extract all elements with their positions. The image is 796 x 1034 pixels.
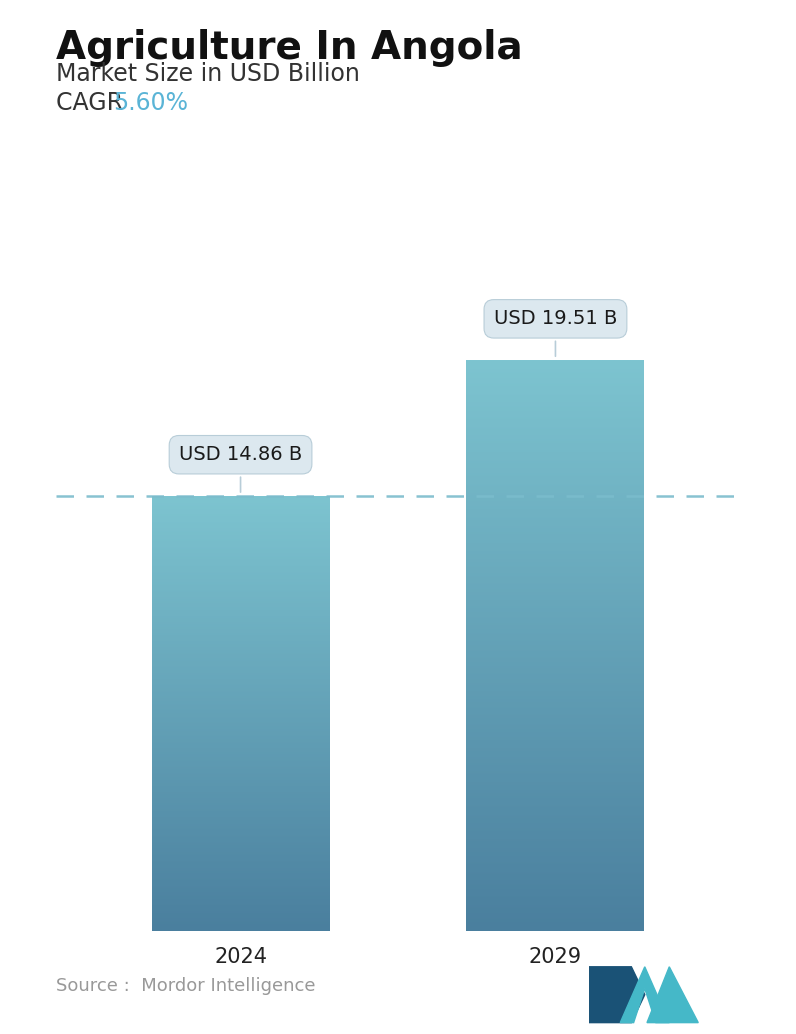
Polygon shape	[620, 967, 669, 1023]
Polygon shape	[647, 967, 698, 1023]
Text: CAGR: CAGR	[56, 91, 131, 115]
Text: 5.60%: 5.60%	[113, 91, 188, 115]
Text: Market Size in USD Billion: Market Size in USD Billion	[56, 62, 360, 86]
Polygon shape	[589, 967, 645, 1023]
Text: USD 19.51 B: USD 19.51 B	[494, 309, 617, 357]
Text: Source :  Mordor Intelligence: Source : Mordor Intelligence	[56, 977, 315, 995]
Text: Agriculture In Angola: Agriculture In Angola	[56, 29, 522, 67]
Text: USD 14.86 B: USD 14.86 B	[179, 446, 302, 492]
